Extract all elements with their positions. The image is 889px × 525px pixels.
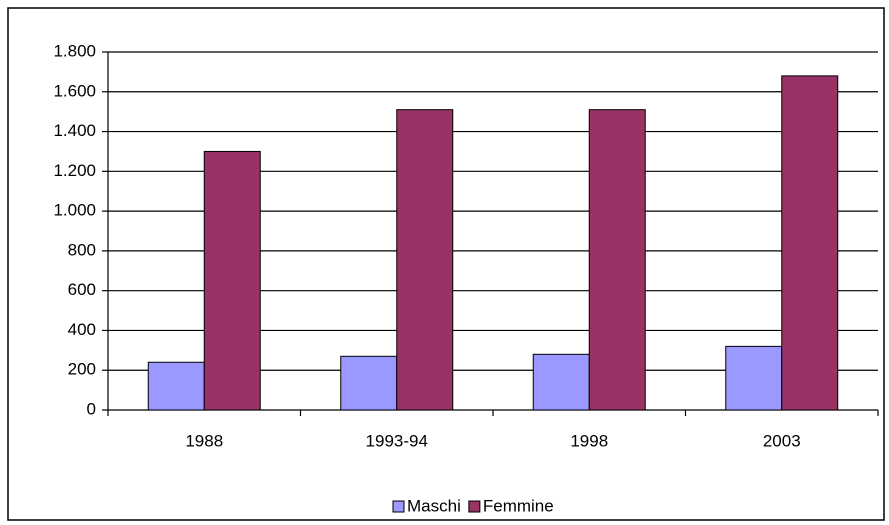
x-tick-label: 1988 xyxy=(185,431,223,450)
legend-swatch xyxy=(392,500,405,513)
y-tick-label: 1.400 xyxy=(53,121,96,140)
y-tick-label: 0 xyxy=(87,399,96,418)
bar xyxy=(725,345,783,411)
bar xyxy=(396,109,454,411)
y-tick-label: 1.800 xyxy=(53,41,96,60)
x-tick-label: 1993-94 xyxy=(366,431,428,450)
bar xyxy=(532,353,590,411)
legend-label: Femmine xyxy=(483,496,554,515)
bar xyxy=(588,109,646,411)
x-tick-label: 2003 xyxy=(763,431,801,450)
bar xyxy=(203,150,261,411)
x-tick-label: 1998 xyxy=(570,431,608,450)
bar xyxy=(340,355,398,411)
y-tick-label: 1.000 xyxy=(53,201,96,220)
y-tick-label: 200 xyxy=(68,360,96,379)
y-tick-label: 600 xyxy=(68,280,96,299)
bar xyxy=(781,75,839,411)
legend-label: Maschi xyxy=(407,496,461,515)
y-tick-label: 400 xyxy=(68,320,96,339)
y-tick-label: 1.600 xyxy=(53,81,96,100)
y-tick-label: 800 xyxy=(68,240,96,259)
legend-swatch xyxy=(468,500,481,513)
y-tick-label: 1.200 xyxy=(53,161,96,180)
bar xyxy=(147,361,205,411)
